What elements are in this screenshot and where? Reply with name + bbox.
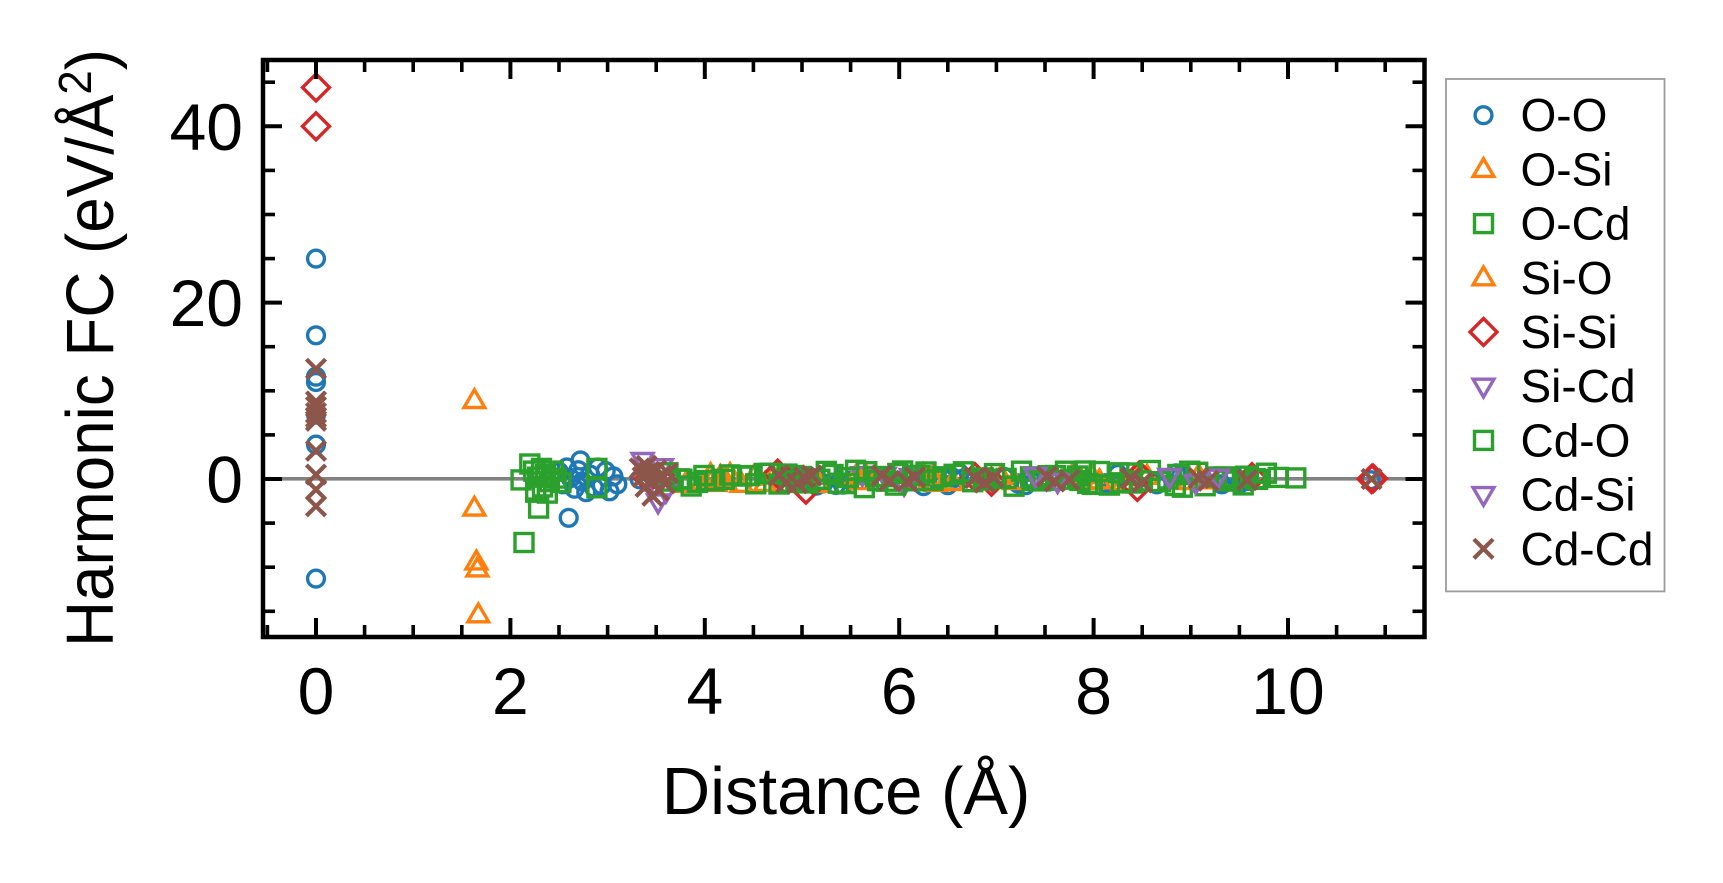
svg-text:4: 4 [686,654,723,728]
svg-text:0: 0 [206,443,243,517]
svg-text:O-Si: O-Si [1521,143,1613,195]
svg-text:Distance (Å): Distance (Å) [662,754,1031,829]
svg-text:40: 40 [170,90,243,164]
svg-text:Cd-O: Cd-O [1521,414,1631,466]
svg-text:Si-Cd: Si-Cd [1521,360,1636,412]
svg-text:Cd-Si: Cd-Si [1521,469,1636,521]
svg-text:6: 6 [881,654,918,728]
svg-text:O-O: O-O [1521,89,1608,141]
svg-text:Harmonic FC (eV/Å2): Harmonic FC (eV/Å2) [49,49,128,647]
svg-text:0: 0 [298,654,335,728]
svg-text:O-Cd: O-Cd [1521,198,1631,250]
svg-text:Si-Si: Si-Si [1521,306,1618,358]
svg-text:20: 20 [170,266,243,340]
svg-text:8: 8 [1075,654,1112,728]
svg-text:2: 2 [492,654,529,728]
svg-text:Si-O: Si-O [1521,252,1613,304]
svg-text:10: 10 [1251,654,1324,728]
svg-text:Cd-Cd: Cd-Cd [1521,523,1654,575]
